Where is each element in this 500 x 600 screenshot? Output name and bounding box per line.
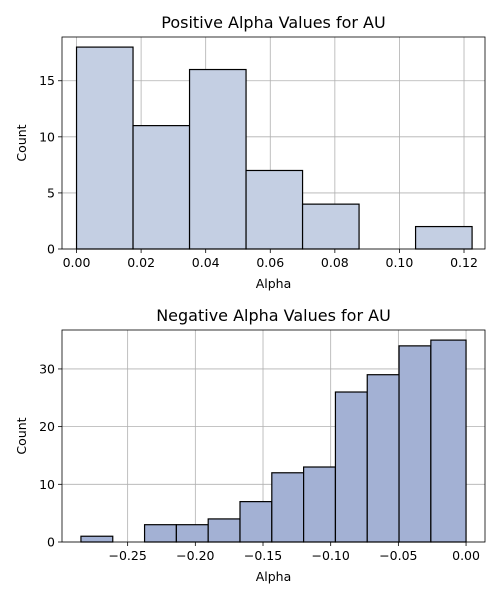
y-ticks: 0 5 10 15	[39, 73, 62, 257]
y-tick-label: 0	[47, 242, 55, 257]
y-axis-label: Count	[14, 417, 29, 454]
x-ticks: −0.25 −0.20 −0.15 −0.10 −0.05 0.00	[108, 542, 480, 563]
x-axis-label: Alpha	[256, 276, 292, 291]
positive-alpha-histogram: 0.00 0.02 0.04 0.06 0.08 0.10 0.12 0 5 10 15 Posi…	[14, 13, 486, 291]
x-tick-label: −0.05	[379, 548, 417, 563]
y-tick-label: 10	[39, 477, 55, 492]
axes-frame	[61, 36, 486, 250]
histogram-bar	[334, 391, 368, 543]
x-tick-label: −0.15	[244, 548, 282, 563]
y-tick-label: 5	[47, 185, 55, 200]
bars	[80, 339, 467, 543]
x-tick-label: 0.12	[450, 255, 478, 270]
chart-title: Negative Alpha Values for AU	[156, 306, 391, 325]
y-tick-label: 10	[39, 129, 55, 144]
histogram-bar	[175, 524, 209, 543]
histogram-bar	[414, 225, 473, 250]
y-tick-label: 15	[39, 73, 55, 88]
x-tick-label: 0.08	[321, 255, 349, 270]
histogram-bar	[366, 374, 400, 543]
axes-frame	[61, 329, 486, 543]
x-tick-label: 0.02	[127, 255, 155, 270]
x-tick-label: −0.10	[312, 548, 350, 563]
y-tick-label: 0	[47, 535, 55, 550]
x-axis-label: Alpha	[256, 569, 292, 584]
x-tick-label: 0.00	[63, 255, 91, 270]
x-tick-label: −0.25	[108, 548, 146, 563]
x-tick-label: 0.06	[256, 255, 284, 270]
histogram-bar	[430, 339, 467, 543]
y-axis-label: Count	[14, 124, 29, 161]
histogram-bar	[75, 46, 134, 250]
histogram-bar	[271, 472, 305, 543]
histogram-bar	[80, 535, 114, 543]
x-tick-label: 0.00	[452, 548, 480, 563]
histogram-bar	[143, 524, 177, 543]
histogram-bar	[207, 518, 241, 543]
histogram-bar	[245, 169, 304, 250]
x-tick-label: 0.10	[386, 255, 414, 270]
histogram-bar	[188, 68, 247, 250]
histogram-bar	[239, 501, 273, 543]
histogram-bar	[132, 125, 191, 250]
y-ticks: 0 10 20 30	[39, 361, 62, 550]
chart-title: Positive Alpha Values for AU	[161, 13, 385, 32]
negative-alpha-histogram: −0.25 −0.20 −0.15 −0.10 −0.05 0.00 0 10 20 30 Ne…	[14, 306, 486, 584]
y-tick-label: 30	[39, 361, 55, 376]
y-tick-label: 20	[39, 419, 55, 434]
x-ticks: 0.00 0.02 0.04 0.06 0.08 0.10 0.12	[63, 249, 478, 270]
bars	[75, 46, 473, 250]
x-tick-label: 0.04	[192, 255, 220, 270]
x-tick-label: −0.20	[176, 548, 214, 563]
histogram-bar	[398, 345, 432, 543]
histogram-bar	[301, 203, 360, 250]
histogram-bar	[303, 466, 337, 543]
